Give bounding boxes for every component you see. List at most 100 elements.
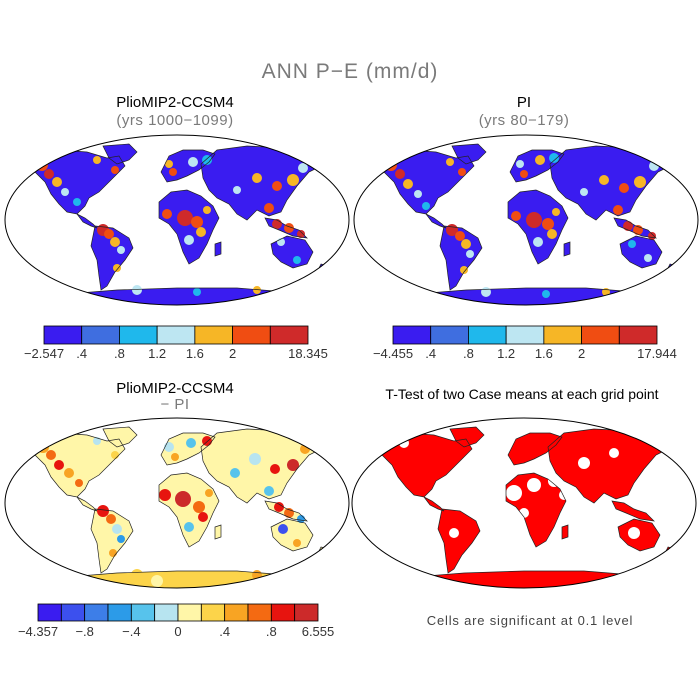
panel-title-pi: PI [516, 94, 532, 111]
nonsignificant-cell [506, 485, 522, 501]
colorbar-tick-label: −2.547 [24, 346, 64, 361]
field-patch [165, 160, 173, 168]
coastline-madagascar [214, 524, 222, 540]
field-patch [542, 290, 550, 298]
field-patch [446, 158, 454, 166]
colorbar-swatch [200, 603, 226, 622]
nonsignificant-cell [559, 490, 569, 500]
nonsignificant-cell [578, 457, 590, 469]
map-panel-plio [4, 134, 350, 306]
colorbar-swatch [81, 325, 120, 345]
colorbar-tick-label: 18.345 [288, 346, 328, 361]
field-patch [526, 212, 542, 228]
colorbar-swatch [154, 603, 179, 622]
coastline-greenland [102, 143, 138, 165]
coastline-greenland [102, 426, 138, 448]
coastline-greenland [451, 143, 487, 165]
field-patch [230, 468, 240, 478]
coastline-africa [505, 472, 567, 548]
coastline-south-america [90, 508, 134, 574]
field-patch [458, 168, 466, 176]
field-patch [264, 203, 274, 213]
coastline-southeast-asia [264, 217, 308, 239]
colorbar-pi: −4.455 .4 .8 1.2 1.6 2 17.944 [373, 325, 677, 361]
map-panel-diff [4, 417, 350, 589]
field-patch [287, 459, 299, 471]
field-patch [131, 569, 143, 581]
colorbar-swatch [543, 325, 582, 345]
land-greenland [452, 144, 486, 164]
field-patch [278, 524, 288, 534]
land-central-america [77, 214, 97, 228]
colorbar-tick-label: 1.6 [186, 346, 204, 361]
field-patch [198, 512, 208, 522]
panel-subtitle-pi: (yrs 80−179) [478, 112, 570, 129]
field-patch [613, 205, 623, 215]
coastline-europe [509, 149, 565, 183]
field-patch [481, 287, 491, 297]
field-patch [93, 437, 101, 445]
coastline-southeast-asia [613, 217, 657, 239]
colorbar-swatch [269, 325, 309, 345]
field-patch [188, 157, 198, 167]
significance-note: Cells are significant at 0.1 level [426, 613, 634, 628]
coastline-europe [160, 432, 216, 466]
field-patch [422, 202, 430, 210]
colorbar-tick-label: 1.2 [148, 346, 166, 361]
field-patch [599, 175, 609, 185]
field-patch [264, 486, 274, 496]
land-central-america [77, 497, 97, 511]
field-patch [184, 522, 194, 532]
field-patch [252, 173, 262, 183]
field-patch [192, 572, 202, 582]
land-southeast-asia [612, 501, 654, 521]
field-patch [162, 209, 172, 219]
field-patch [511, 211, 521, 221]
colorbar-swatch [392, 325, 432, 345]
land-asia [201, 146, 325, 220]
field-patch [61, 188, 69, 196]
field-patch [73, 198, 81, 206]
map-border [4, 134, 350, 306]
field-patch [164, 442, 174, 452]
field-patch [112, 524, 122, 534]
colorbar-swatch [119, 325, 158, 345]
field-patch [73, 577, 81, 585]
field-patch [193, 288, 201, 296]
colorbar-swatch [60, 603, 86, 622]
field-patch [619, 183, 629, 193]
field-patch [395, 169, 405, 179]
coastline-africa [158, 189, 220, 265]
panel-title-plio: PlioMIP2-CCSM4 [116, 94, 234, 111]
field-patch [533, 237, 543, 247]
land-madagascar [562, 525, 568, 539]
colorbar-tick-label: 1.2 [497, 346, 515, 361]
colorbar-tick-label: 1.6 [535, 346, 553, 361]
coastline-north-america [375, 149, 475, 215]
field-patch [460, 266, 468, 274]
field-patch [233, 186, 241, 194]
colorbar-tick-label: 6.555 [302, 624, 335, 639]
field-patch [580, 188, 588, 196]
field-patch [159, 489, 171, 501]
field-patch [186, 438, 196, 448]
field-patch [520, 170, 528, 178]
field-patch [169, 168, 177, 176]
field-patch [535, 155, 545, 165]
field-patch [151, 575, 163, 587]
colorbar-diff: −4.357 −.8 −.4 0 .4 .8 6.555 [18, 603, 335, 639]
map-border [4, 417, 350, 589]
nonsignificant-cell [399, 438, 409, 448]
field-patch [293, 256, 301, 264]
field-patch [111, 166, 119, 174]
field-patch [253, 286, 261, 294]
field-patch [287, 174, 299, 186]
nonsignificant-cell [449, 528, 459, 538]
colorbar-swatch [194, 325, 233, 345]
field-patch [549, 153, 559, 163]
land-africa [508, 190, 568, 264]
colorbar-tick-label: .4 [219, 624, 230, 639]
coastline-australia [270, 235, 314, 269]
land-south-america [91, 509, 133, 573]
field-patch [542, 218, 554, 230]
